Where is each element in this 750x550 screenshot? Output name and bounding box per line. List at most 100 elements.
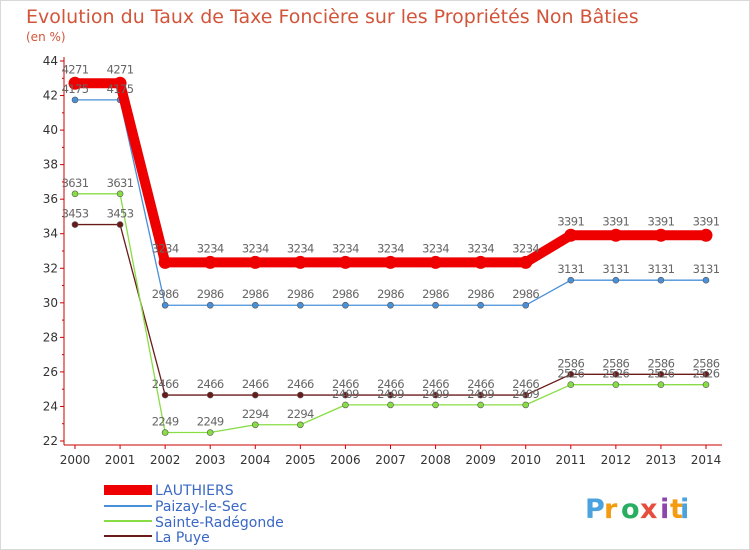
data-label-paizay-le-sec: 2986 [467,287,494,301]
data-label-paizay-le-sec: 2986 [332,287,359,301]
data-point-sainte-rad-gonde [387,401,394,409]
data-point-paizay-le-sec [477,301,484,309]
data-label-lauthiers: 3234 [242,241,269,255]
data-label-paizay-le-sec: 4175 [107,82,134,96]
data-label-paizay-le-sec: 4175 [62,82,89,96]
data-point-paizay-le-sec [71,96,79,104]
data-label-sainte-rad-gonde: 2526 [693,367,720,381]
data-label-sainte-rad-gonde: 2294 [242,407,269,421]
legend-label-paizay: Paizay-le-Sec [155,499,247,515]
data-point-lauthiers [564,228,578,242]
legend-item-paizay: Paizay-le-Sec [104,499,247,515]
data-label-la-puye: 2466 [197,377,224,391]
data-point-paizay-le-sec [251,301,259,309]
x-tick-label: 2009 [465,453,496,467]
y-tick-label: 32 [43,261,58,275]
data-label-lauthiers: 3234 [512,241,539,255]
data-point-la-puye [432,391,439,399]
data-label-sainte-rad-gonde: 3631 [107,176,134,190]
data-label-sainte-rad-gonde: 2409 [422,387,449,401]
y-tick-label: 30 [43,296,58,310]
data-point-sainte-rad-gonde [477,401,484,409]
data-label-sainte-rad-gonde: 2526 [557,367,584,381]
data-label-sainte-rad-gonde: 2409 [377,387,404,401]
data-point-sainte-rad-gonde [71,190,79,198]
y-tick-label: 28 [43,330,58,344]
x-tick-label: 2005 [285,453,316,467]
data-point-sainte-rad-gonde [206,429,214,436]
data-point-sainte-rad-gonde [342,401,349,409]
data-point-lauthiers [113,76,127,90]
data-label-paizay-le-sec: 2986 [152,287,179,301]
data-label-paizay-le-sec: 2986 [377,287,404,301]
x-tick-label: 2011 [556,453,587,467]
data-point-la-puye [342,391,349,399]
logo-letter: t [670,494,683,525]
y-tick-label: 34 [43,227,58,241]
data-point-la-puye [161,391,169,399]
data-label-lauthiers: 3391 [557,214,584,228]
data-label-la-puye: 3453 [62,207,89,221]
data-point-paizay-le-sec [342,301,349,309]
data-label-lauthiers: 3391 [647,214,674,228]
legend-swatch-lauthiers [104,485,152,495]
data-point-paizay-le-sec [432,301,439,309]
data-point-la-puye [116,221,124,228]
data-label-la-puye: 3453 [107,207,134,221]
data-label-sainte-rad-gonde: 2249 [197,415,224,429]
data-point-sainte-rad-gonde [567,381,575,388]
data-point-paizay-le-sec [657,276,665,284]
y-tick-label: 38 [43,158,58,172]
data-point-la-puye [251,391,259,399]
x-tick-label: 2014 [691,453,722,467]
data-label-la-puye: 2586 [602,356,629,370]
x-tick-label: 2002 [150,453,181,467]
data-point-paizay-le-sec [522,301,530,309]
x-tick-label: 2010 [510,453,541,467]
data-point-paizay-le-sec [161,301,169,309]
x-tick-label: 2012 [601,453,632,467]
data-label-paizay-le-sec: 2986 [422,287,449,301]
data-label-sainte-rad-gonde: 2526 [647,367,674,381]
logo-letter: i [680,494,689,525]
data-label-paizay-le-sec: 2986 [197,287,224,301]
data-point-paizay-le-sec [567,276,575,284]
series-labels: 4271 4271 3234 3234 3234 3234 3234 3234 3234 3234… [62,62,721,429]
data-label-sainte-rad-gonde: 2409 [332,387,359,401]
y-tick-label: 42 [43,89,58,103]
chart-subtitle: (en %) [26,30,66,44]
data-point-sainte-rad-gonde [251,421,259,429]
x-tick-label: 2006 [330,453,361,467]
data-point-paizay-le-sec [387,301,394,309]
x-tick-label: 2007 [375,453,406,467]
y-tick-label: 22 [43,434,58,448]
y-tick-label: 24 [43,399,58,413]
data-point-sainte-rad-gonde [612,381,620,388]
data-label-lauthiers: 3234 [287,241,314,255]
data-label-lauthiers: 3234 [197,241,224,255]
data-label-la-puye: 2466 [467,377,494,391]
data-point-paizay-le-sec [297,301,304,309]
data-label-paizay-le-sec: 3131 [602,262,629,276]
data-label-lauthiers: 3234 [377,241,404,255]
data-label-lauthiers: 3234 [332,241,359,255]
data-point-la-puye [297,391,304,399]
data-point-lauthiers [293,255,307,269]
y-tick-label: 36 [43,192,58,206]
data-label-paizay-le-sec: 3131 [557,262,584,276]
data-point-sainte-rad-gonde [522,401,530,409]
data-point-sainte-rad-gonde [161,429,169,436]
x-tick-label: 2008 [420,453,451,467]
data-label-la-puye: 2466 [422,377,449,391]
data-point-lauthiers [429,255,443,269]
y-tick-label: 40 [43,123,58,137]
y-tick-label: 26 [43,365,58,379]
data-point-lauthiers [158,255,172,269]
data-point-la-puye [477,391,484,399]
data-label-sainte-rad-gonde: 2526 [602,367,629,381]
logo-letter: r [604,494,618,525]
data-label-la-puye: 2466 [512,377,539,391]
y-tick-label: 44 [43,54,58,68]
